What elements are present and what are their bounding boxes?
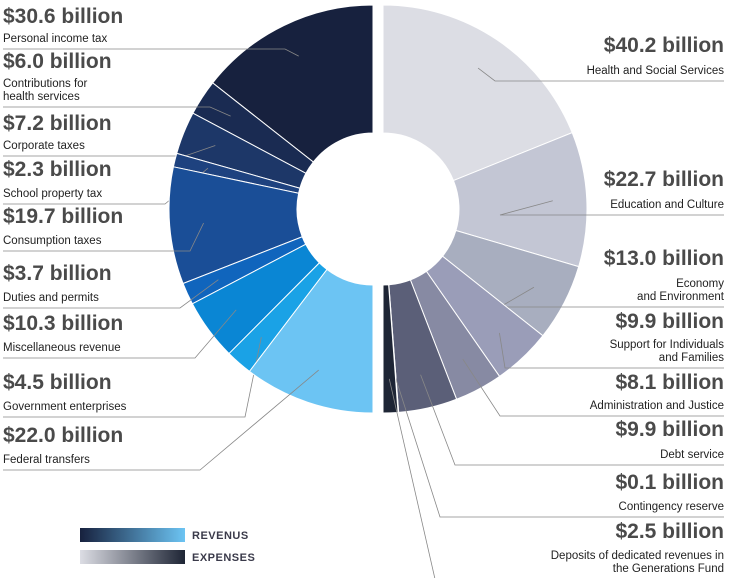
- category-label: Economy and Environment: [637, 278, 724, 303]
- category-label: Administration and Justice: [589, 400, 724, 412]
- value-label: $3.7 billion: [3, 262, 112, 285]
- category-label: Support for Individuals and Families: [609, 339, 724, 364]
- category-label: Consumption taxes: [3, 235, 102, 247]
- leader-line: [3, 222, 204, 252]
- value-label: $9.9 billion: [615, 310, 724, 333]
- leader-line: [3, 309, 237, 359]
- donut-slice: [382, 4, 573, 182]
- value-label: $9.9 billion: [615, 418, 724, 441]
- value-label: $7.2 billion: [3, 112, 112, 135]
- leader-line: [3, 279, 219, 309]
- leader-line: [395, 378, 724, 518]
- value-label: $2.5 billion: [615, 520, 724, 543]
- value-label: $10.3 billion: [3, 312, 124, 335]
- donut-slice: [248, 268, 374, 414]
- legend-swatch: [80, 550, 185, 564]
- value-label: $8.1 billion: [615, 371, 724, 394]
- donut-slice: [382, 284, 399, 414]
- leader-line: [499, 200, 724, 216]
- category-label: Contingency reserve: [618, 501, 724, 513]
- value-label: $40.2 billion: [603, 34, 724, 57]
- value-label: $30.6 billion: [3, 5, 124, 28]
- category-label: Education and Culture: [610, 199, 724, 211]
- category-label: Personal income tax: [3, 33, 108, 45]
- category-label: Debt service: [660, 449, 724, 461]
- leader-line: [462, 358, 724, 417]
- leader-line: [477, 67, 724, 82]
- leader-line: [499, 332, 724, 369]
- legend-label: REVENUS: [192, 530, 249, 542]
- value-label: $2.3 billion: [3, 158, 112, 181]
- leader-line: [3, 369, 319, 471]
- category-label: School property tax: [3, 188, 103, 200]
- value-label: $19.7 billion: [3, 205, 124, 228]
- donut-slice: [211, 4, 374, 163]
- leader-line: [420, 374, 724, 466]
- category-label: Federal transfers: [3, 454, 90, 466]
- category-label: Miscellaneous revenue: [3, 342, 121, 354]
- value-label: $13.0 billion: [603, 247, 724, 270]
- leader-line: [388, 378, 436, 578]
- leader-line: [3, 48, 299, 57]
- category-label: Health and Social Services: [586, 65, 724, 77]
- category-label: Government enterprises: [3, 401, 127, 413]
- category-label: Deposits of dedicated revenues in the Ge…: [550, 550, 724, 575]
- legend-label: EXPENSES: [192, 552, 255, 564]
- category-label: Contributions for health services: [3, 78, 88, 103]
- category-label: Duties and permits: [3, 292, 99, 304]
- leader-line: [3, 106, 231, 117]
- legend-swatch: [80, 528, 185, 542]
- value-label: $6.0 billion: [3, 50, 112, 73]
- value-label: $4.5 billion: [3, 371, 112, 394]
- value-label: $22.0 billion: [3, 424, 124, 447]
- value-label: $22.7 billion: [603, 168, 724, 191]
- value-label: $0.1 billion: [615, 471, 724, 494]
- category-label: Corporate taxes: [3, 140, 85, 152]
